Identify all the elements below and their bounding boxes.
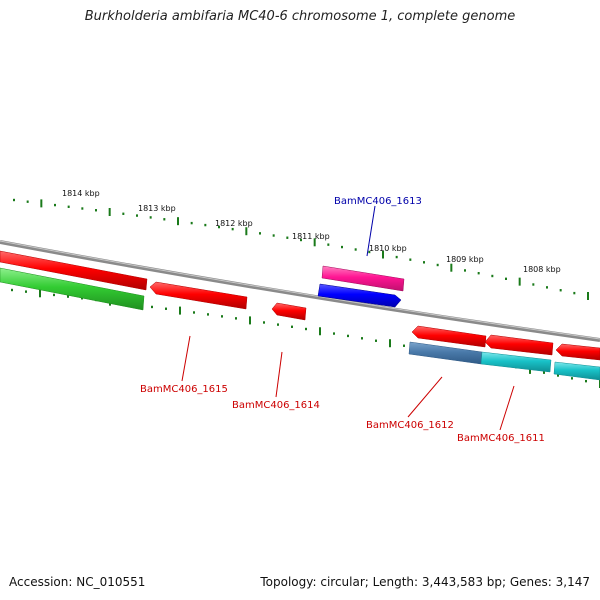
gene-cyan-arrow-right[interactable]: [553, 361, 600, 381]
chromosome-backbone-highlight: [0, 240, 600, 340]
scale-label-1808: 1808 kbp: [523, 265, 561, 274]
scale-label-1809: 1809 kbp: [446, 255, 484, 264]
gene-bammc406-1611-arrow[interactable]: [480, 351, 552, 373]
gene-red-arrow-right-2[interactable]: [484, 334, 554, 356]
leader-line-1613: [366, 205, 376, 257]
scale-label-1813: 1813 kbp: [138, 204, 176, 213]
gene-green-arrow[interactable]: [0, 267, 145, 311]
genome-summary: Topology: circular; Length: 3,443,583 bp…: [260, 575, 590, 589]
gene-label-bammc406-1614[interactable]: BamMC406_1614: [232, 400, 320, 411]
scale-label-1810: 1810 kbp: [369, 244, 407, 253]
gene-label-bammc406-1612[interactable]: BamMC406_1612: [366, 420, 454, 431]
scale-label-1814: 1814 kbp: [62, 189, 100, 198]
gene-label-bammc406-1615[interactable]: BamMC406_1615: [140, 384, 228, 395]
gene-bammc406-1613-arrow[interactable]: [321, 265, 405, 292]
leader-line-1611: [499, 385, 515, 431]
gene-blue-arrow[interactable]: [317, 283, 402, 308]
gene-bammc406-1615-arrow[interactable]: [149, 281, 248, 310]
scale-ticks-upper: [13, 198, 589, 300]
gene-label-bammc406-1613[interactable]: BamMC406_1613: [334, 196, 422, 207]
map-title: Burkholderia ambifaria MC40-6 chromosome…: [84, 9, 516, 24]
gene-red-arrow-right-3[interactable]: [555, 343, 600, 361]
gene-label-bammc406-1611[interactable]: BamMC406_1611: [457, 433, 545, 444]
leader-line-1615: [181, 335, 191, 382]
accession-label: Accession: NC_010551: [9, 575, 146, 589]
gene-arrow-left-red[interactable]: [0, 250, 148, 291]
chromosome-backbone: [0, 240, 600, 342]
gene-bammc406-1614-arrow[interactable]: [271, 302, 307, 321]
leader-line-1612: [407, 376, 443, 418]
leader-line-1614: [275, 351, 283, 398]
scale-label-1812: 1812 kbp: [215, 219, 253, 228]
scale-label-1811: 1811 kbp: [292, 232, 330, 241]
